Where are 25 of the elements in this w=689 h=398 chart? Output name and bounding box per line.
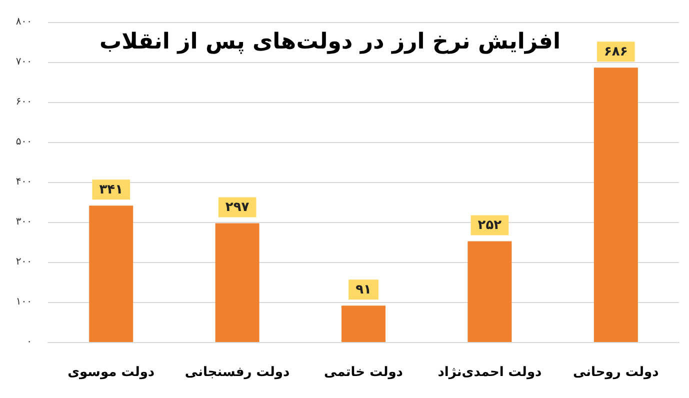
- data-label: ۲۹۷: [225, 200, 250, 216]
- x-tick-label: دولت احمدی‌نژاد: [438, 365, 542, 380]
- chart-title: افزایش نرخ ارز در دولت‌های پس از انقلاب: [100, 30, 560, 54]
- bar: [89, 206, 134, 342]
- data-label: ۲۵۲: [478, 218, 502, 234]
- y-tick-label: ۱۰۰: [16, 296, 32, 308]
- y-tick-label: ۶۰۰: [16, 96, 32, 108]
- y-tick-label: ۵۰۰: [16, 136, 32, 148]
- data-label: ۶۸۶: [604, 44, 628, 60]
- data-label: ۳۴۱: [99, 182, 124, 198]
- y-tick-label: ۸۰۰: [16, 16, 32, 28]
- y-tick-label: ۰: [26, 336, 32, 348]
- x-tick-label: دولت موسوی: [68, 365, 155, 380]
- bar: [594, 68, 638, 342]
- bar: [342, 306, 386, 342]
- y-tick-label: ۳۰۰: [16, 216, 32, 228]
- y-tick-label: ۴۰۰: [16, 176, 32, 188]
- y-tick-label: ۲۰۰: [16, 256, 32, 268]
- x-tick-label: دولت رفسنجانی: [184, 365, 290, 380]
- bar: [215, 223, 260, 342]
- x-tick-label: دولت خاتمی: [324, 365, 404, 380]
- data-label: ۹۱: [356, 282, 372, 298]
- x-tick-label: دولت روحانی: [573, 365, 660, 380]
- y-tick-label: ۷۰۰: [16, 56, 32, 68]
- bar: [468, 241, 512, 342]
